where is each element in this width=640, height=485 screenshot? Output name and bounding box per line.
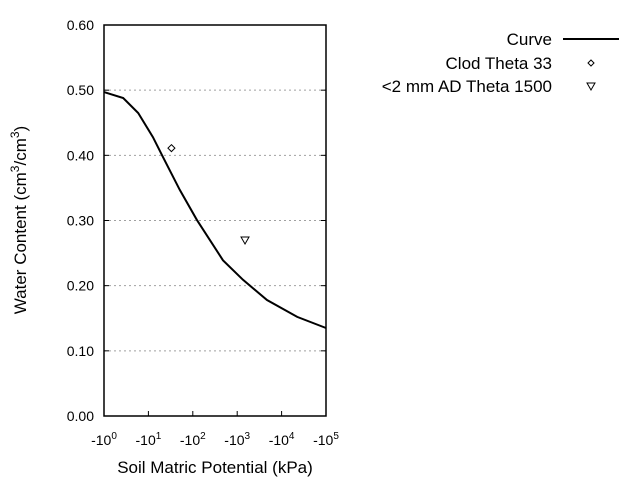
y-tick-label: 0.30: [67, 213, 94, 229]
y-tick-label: 0.20: [67, 278, 94, 294]
x-tick-label: -104: [269, 431, 295, 448]
x-tick-label: -102: [180, 431, 206, 448]
legend-label: Clod Theta 33: [446, 54, 552, 73]
y-tick-label: 0.40: [67, 147, 94, 163]
plot-frame: [103, 24, 327, 417]
x-tick-label: -103: [224, 431, 250, 448]
legend-label: <2 mm AD Theta 1500: [382, 77, 552, 96]
legend-label: Curve: [507, 30, 552, 49]
curve-line: [103, 91, 327, 329]
x-tick-label: -101: [136, 431, 162, 448]
x-tick-label: -100: [91, 431, 117, 448]
data-point-diamond: [167, 143, 176, 153]
y-tick-label: 0.10: [67, 343, 94, 359]
legend-diamond-icon: [587, 59, 595, 67]
legend-triangle-icon: [586, 82, 596, 92]
y-tick-label: 0.50: [67, 82, 94, 98]
data-point-triangle: [240, 236, 250, 246]
x-tick-label: -105: [313, 431, 339, 448]
x-axis-label: Soil Matric Potential (kPa): [117, 458, 313, 477]
y-tick-label: 0.60: [67, 17, 94, 33]
y-tick-label: 0.00: [67, 408, 94, 424]
y-axis-label: Water Content (cm3/cm3): [8, 126, 30, 314]
